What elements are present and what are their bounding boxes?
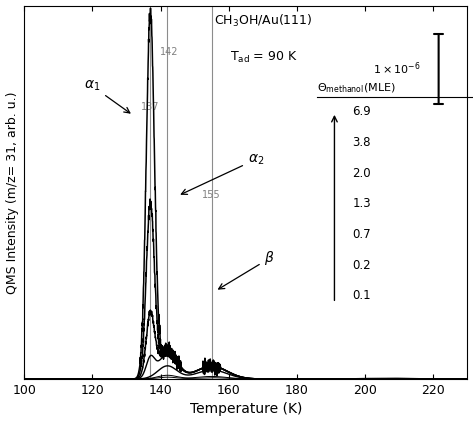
Text: 6.9: 6.9 [352,106,371,119]
Text: T$_\mathrm{ad}$ = 90 K: T$_\mathrm{ad}$ = 90 K [229,50,298,65]
Text: 155: 155 [202,189,221,200]
Y-axis label: QMS Intensity (m/z= 31, arb. u.): QMS Intensity (m/z= 31, arb. u.) [6,91,18,294]
X-axis label: Temperature (K): Temperature (K) [190,403,302,417]
Text: $1\times10^{-6}$: $1\times10^{-6}$ [373,61,421,77]
Text: $\beta$: $\beta$ [219,249,275,289]
Text: 0.7: 0.7 [352,228,371,241]
Text: $\alpha_2$: $\alpha_2$ [181,152,264,195]
Text: $\alpha_1$: $\alpha_1$ [84,79,130,113]
Text: 137: 137 [141,102,159,112]
Text: 0.2: 0.2 [352,259,371,272]
Text: 142: 142 [160,47,178,57]
Text: $\Theta_\mathrm{methanol}$(MLE): $\Theta_\mathrm{methanol}$(MLE) [317,81,395,95]
Text: 3.8: 3.8 [352,136,371,149]
Text: 0.1: 0.1 [352,289,371,302]
Text: 1.3: 1.3 [352,197,371,211]
Text: 2.0: 2.0 [352,167,371,180]
Text: CH$_3$OH/Au(111): CH$_3$OH/Au(111) [214,13,313,29]
